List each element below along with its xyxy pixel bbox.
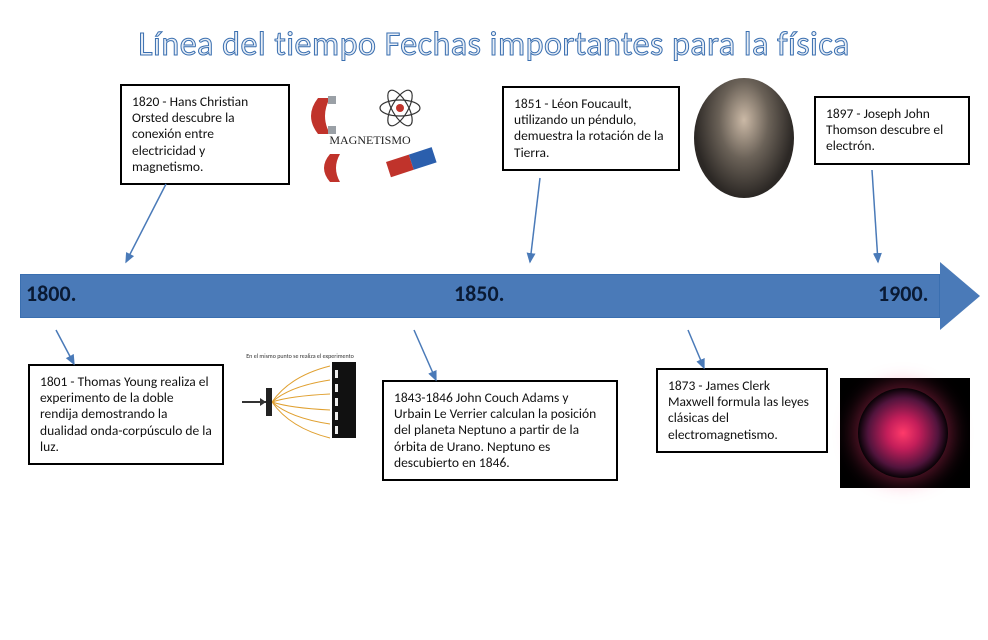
plasma-ball-image xyxy=(840,378,970,488)
magnetism-image: MAGNETISMO xyxy=(300,82,440,192)
tick-1900: 1900. xyxy=(878,280,928,307)
event-1820: 1820 - Hans Christian Orsted descubre la… xyxy=(120,84,290,185)
tick-1850: 1850. xyxy=(454,280,504,307)
double-slit-image: En el mismo punto se realiza el experime… xyxy=(236,348,366,448)
event-1873: 1873 - James Clerk Maxwell formula las l… xyxy=(656,368,828,453)
timeline-arrowhead xyxy=(940,262,980,330)
event-1801: 1801 - Thomas Young realiza el experimen… xyxy=(28,364,224,465)
event-1843: 1843-1846 John Couch Adams y Urbain Le V… xyxy=(382,380,618,481)
magnetism-label: MAGNETISMO xyxy=(329,133,411,147)
page-title: Línea del tiempo Fechas importantes para… xyxy=(0,24,988,65)
svg-text:En el mismo punto se realiza e: En el mismo punto se realiza el experime… xyxy=(246,352,353,360)
event-1851: 1851 - Léon Foucault, utilizando un pénd… xyxy=(502,86,680,171)
foucault-portrait xyxy=(694,78,794,198)
event-1897: 1897 - Joseph John Thomson descubre el e… xyxy=(814,96,970,165)
tick-1800: 1800. xyxy=(26,280,76,307)
